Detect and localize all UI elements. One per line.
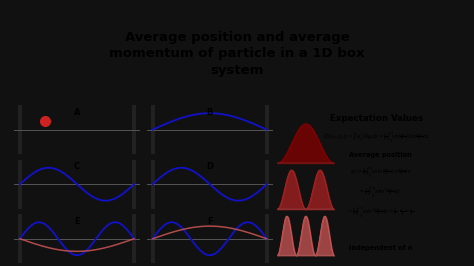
- Text: $=\frac{2}{a}\int_0^a x\sin^2\!\frac{n\pi x}{a}dx$: $=\frac{2}{a}\int_0^a x\sin^2\!\frac{n\p…: [359, 186, 401, 200]
- Text: Expectation Values: Expectation Values: [330, 114, 423, 123]
- Text: Average position: Average position: [349, 152, 412, 158]
- Text: $\langle x\rangle=\frac{2}{a}\int_0^a x\sin\frac{n\pi x}{a}\sin\frac{n\pi x}{a}d: $\langle x\rangle=\frac{2}{a}\int_0^a x\…: [349, 166, 411, 180]
- Text: $\langle\hat{O}(x_1,x_2)\rangle=\int\psi_n^*\hat{O}\psi_n dx$$=\frac{2}{a}\int_0: $\langle\hat{O}(x_1,x_2)\rangle=\int\psi…: [323, 131, 430, 145]
- Text: Average position and average
momentum of particle in a 1D box
system: Average position and average momentum of…: [109, 31, 365, 77]
- Text: A: A: [74, 108, 80, 117]
- Text: $=\frac{2}{a}\int_0^a x\sin^2\!\frac{n\pi x}{a}dx=\frac{2}{a}\cdot\frac{a^2}{4}=: $=\frac{2}{a}\int_0^a x\sin^2\!\frac{n\p…: [347, 206, 414, 220]
- Text: C: C: [74, 163, 80, 172]
- Text: B: B: [207, 108, 213, 117]
- Text: Independent of n: Independent of n: [349, 245, 412, 251]
- Text: D: D: [206, 163, 213, 172]
- Text: F: F: [207, 217, 212, 226]
- Text: E: E: [74, 217, 80, 226]
